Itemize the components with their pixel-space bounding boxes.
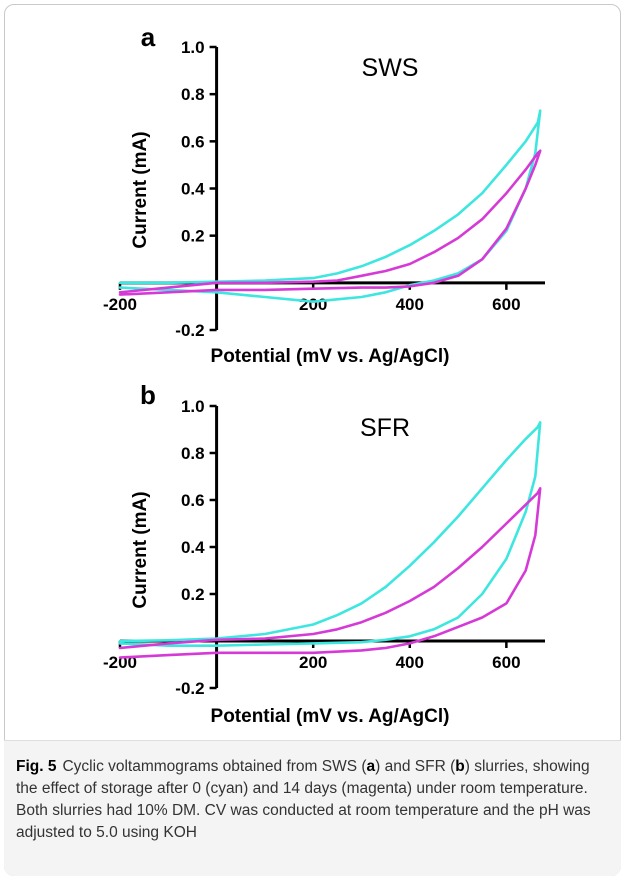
panel-b-series-magenta-line (118, 486, 542, 659)
caption-text-2: ) and SFR ( (375, 758, 456, 775)
caption-fig-label: Fig. 5 (16, 758, 57, 775)
panel-b-xtick-label: 600 (492, 653, 520, 672)
panel-a-series-magenta-line (118, 149, 542, 296)
caption-bold-b: b (455, 758, 465, 775)
panel-a-ytick-label: 1.0 (181, 38, 205, 57)
panel-b-xlabel: Potential (mV vs. Ag/AgCl) (211, 706, 450, 727)
panel-b-title: SFR (360, 414, 410, 442)
panel-a-ytick-label: 0.4 (181, 180, 205, 199)
caption-text-3: ) slurries, showing the effect of storag… (16, 758, 591, 841)
figure-canvas: a SWS -200 200 400 600 -0.2 0.2 0.4 0.6 0.8 1.0 Curr… (103, 22, 545, 727)
panel-b-ytick-label: 0.8 (181, 444, 205, 463)
panel-a-ylabel: Current (mA) (130, 131, 151, 248)
panel-a-title: SWS (362, 54, 419, 82)
panel-b-ytick-label: 0.4 (181, 538, 205, 557)
panel-b-ytick-label: 0.6 (181, 491, 205, 510)
panel-a-xtick-label: -200 (103, 295, 137, 314)
panel-a-xlabel: Potential (mV vs. Ag/AgCl) (211, 346, 450, 367)
panel-b-xtick-label: 200 (299, 653, 327, 672)
panel-a-letter: a (141, 22, 156, 52)
panel-a-xtick-label: 400 (396, 295, 424, 314)
panel-a-xtick-label: 600 (492, 295, 520, 314)
panel-b-ylabel: Current (mA) (130, 491, 151, 608)
panel-b-letter: b (140, 380, 156, 410)
panel-b-ytick-label: 0.2 (181, 585, 205, 604)
figure-caption: Fig. 5 Cyclic voltammograms obtained from… (16, 756, 606, 844)
caption-background (4, 740, 621, 876)
panel-b-ytick-label: 1.0 (181, 397, 205, 416)
panel-a-ytick-label: 0.2 (181, 227, 205, 246)
caption-bold-a: a (366, 758, 376, 775)
panel-a-ytick-label: 0.6 (181, 132, 205, 151)
panel-b-series-cyan-line (118, 421, 542, 648)
panel-a-series-cyan-line (118, 109, 542, 304)
caption-text-1: Cyclic voltammograms obtained from SWS ( (62, 758, 367, 775)
panel-a-ytick-label: -0.2 (175, 321, 204, 340)
panel-a-xtick-label: 200 (299, 295, 327, 314)
panel-a-ytick-label: 0.8 (181, 85, 205, 104)
panel-b-xtick-label: 400 (396, 653, 424, 672)
panel-b-ytick-label: -0.2 (175, 679, 204, 698)
